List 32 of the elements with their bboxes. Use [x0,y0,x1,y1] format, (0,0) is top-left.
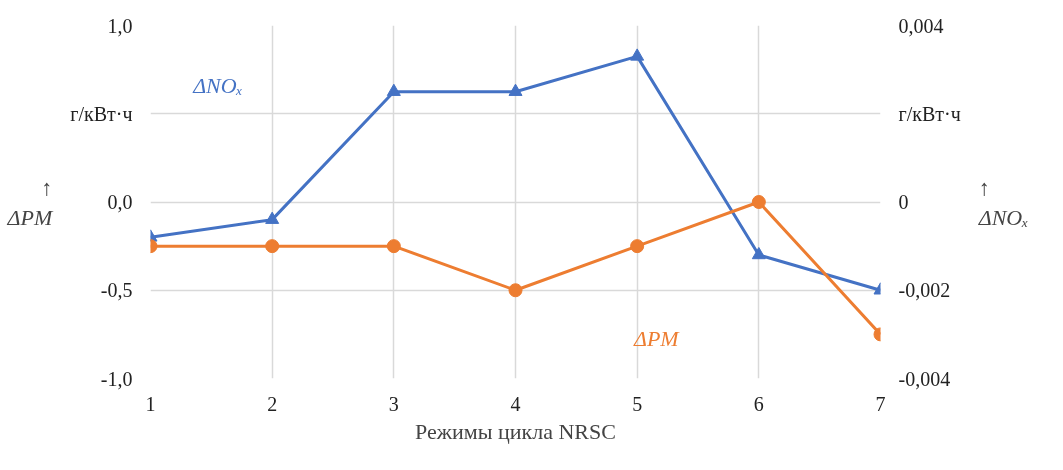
x-tick-label: 7 [875,392,886,415]
y-tick-label: г/кВт·ч [70,102,133,125]
x-tick-label: 6 [753,392,764,415]
x-axis-title: Режимы цикла NRSC [415,418,616,444]
y-tick-label: 1,0 [107,14,133,37]
y-tick-label: 0,0 [107,191,133,213]
y-axis-title: ↑ ΔPM [6,174,54,230]
y2-tick-label: -0,002 [898,279,951,302]
point [508,283,523,298]
text: ΔPM [632,325,681,351]
point [386,83,401,96]
x-tick-label: 1 [145,392,156,415]
x-tick-label: 5 [632,392,643,415]
y-tick-label: -1,0 [100,367,133,390]
y-tick-label: -0,5 [100,279,133,302]
y2-axis-title: ↑ ΔNOₓ [977,174,1029,230]
x-tick-label: 4 [510,392,521,415]
point [265,211,280,224]
x-tick-label: 2 [267,392,278,415]
point [386,239,401,254]
y2-tick-label: г/кВт·ч [898,102,961,125]
point [508,83,523,96]
y2-tick-label: 0 [898,191,909,213]
point [630,239,645,254]
point [751,195,766,209]
x-tick-label: 3 [388,392,399,415]
point [630,48,645,61]
y2-tick-label: 0,004 [898,14,944,37]
y2-tick-label: -0,004 [898,367,951,390]
text: ΔNOₓ [192,73,243,99]
point [751,246,766,260]
point [265,239,280,254]
